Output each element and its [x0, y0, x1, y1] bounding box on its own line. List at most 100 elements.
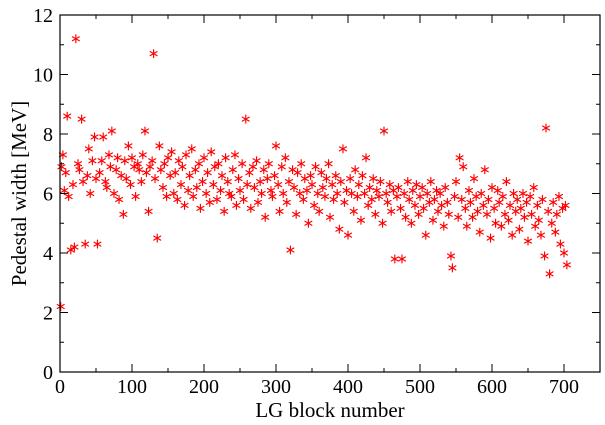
data-point [131, 191, 140, 202]
data-point [153, 233, 162, 243]
data-point [340, 197, 349, 208]
data-point [93, 239, 102, 249]
y-tick-label: 12 [33, 5, 53, 27]
data-point [418, 182, 427, 193]
data-point [329, 194, 338, 205]
data-point [518, 188, 527, 199]
data-point [451, 177, 461, 187]
data-point [412, 179, 421, 190]
data-point [383, 197, 392, 208]
data-point [414, 209, 423, 219]
data-point [361, 153, 371, 163]
data-point [365, 182, 374, 193]
data-point [167, 147, 176, 157]
data-point [86, 188, 95, 199]
data-point [513, 194, 522, 205]
data-point [349, 206, 358, 216]
data-point [77, 114, 86, 124]
data-point [223, 177, 232, 187]
data-point [299, 194, 308, 205]
data-point [396, 203, 405, 213]
data-point [461, 203, 470, 213]
data-point [410, 200, 419, 210]
data-point [403, 177, 412, 187]
data-point [189, 191, 198, 202]
data-point [250, 182, 259, 193]
data-point [221, 153, 230, 163]
y-tick-label: 8 [43, 124, 53, 146]
data-point [523, 236, 533, 246]
x-tick-label: 700 [549, 376, 579, 398]
data-point [61, 168, 70, 178]
data-point [549, 197, 558, 208]
data-point [212, 194, 221, 205]
data-point [176, 179, 185, 190]
data-point [389, 185, 398, 196]
data-point [210, 162, 219, 172]
data-point [464, 185, 473, 196]
data-point [155, 141, 164, 151]
data-point [142, 168, 151, 178]
data-point [268, 191, 277, 202]
data-point [378, 218, 387, 228]
data-point [266, 185, 275, 196]
data-point [367, 194, 376, 205]
data-point [495, 197, 504, 208]
data-point [423, 188, 432, 199]
data-point [444, 209, 453, 219]
data-point [109, 188, 119, 199]
data-point [320, 191, 329, 202]
data-point [300, 174, 309, 184]
data-point [505, 200, 515, 210]
data-point [178, 162, 187, 172]
data-point [64, 191, 73, 202]
data-point [79, 177, 88, 187]
data-point [317, 168, 326, 178]
data-point [508, 230, 517, 240]
data-point [356, 215, 365, 225]
data-point [187, 144, 196, 154]
data-point [239, 194, 248, 205]
data-point [446, 251, 455, 261]
data-point [473, 206, 482, 216]
data-point [304, 218, 313, 228]
data-point [274, 179, 283, 190]
data-point [441, 182, 450, 193]
data-point [540, 251, 549, 261]
data-point [437, 200, 446, 210]
data-point [551, 227, 560, 237]
data-point [102, 182, 111, 193]
data-point [293, 168, 302, 178]
data-point [133, 159, 142, 169]
data-point [148, 156, 157, 166]
data-point [216, 185, 225, 196]
data-point [271, 141, 281, 151]
data-point [466, 197, 475, 208]
data-point [385, 179, 394, 190]
data-point [354, 179, 363, 190]
data-point [561, 200, 570, 210]
data-point [545, 269, 554, 279]
data-point [552, 209, 561, 219]
data-point [127, 153, 137, 163]
data-point [324, 159, 333, 169]
data-point [205, 197, 214, 208]
data-point [516, 203, 525, 213]
data-point [286, 245, 295, 255]
data-point [328, 179, 337, 190]
data-point [241, 114, 250, 124]
data-point [145, 162, 155, 172]
data-point [209, 179, 218, 190]
data-point [520, 212, 529, 222]
data-point [335, 224, 344, 234]
data-point [270, 171, 279, 181]
data-point [457, 194, 466, 205]
data-point [475, 227, 484, 237]
data-point [313, 188, 322, 199]
data-point [101, 177, 110, 187]
data-point [149, 49, 158, 59]
data-point [81, 239, 90, 249]
data-point [88, 156, 97, 166]
data-point [166, 171, 175, 181]
